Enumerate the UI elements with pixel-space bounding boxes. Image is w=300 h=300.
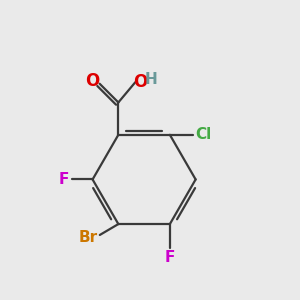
Text: F: F (165, 250, 175, 265)
Text: Br: Br (79, 230, 98, 245)
Text: O: O (85, 72, 99, 90)
Text: F: F (58, 172, 69, 187)
Text: H: H (145, 72, 158, 87)
Text: O: O (134, 73, 148, 91)
Text: Cl: Cl (196, 127, 212, 142)
